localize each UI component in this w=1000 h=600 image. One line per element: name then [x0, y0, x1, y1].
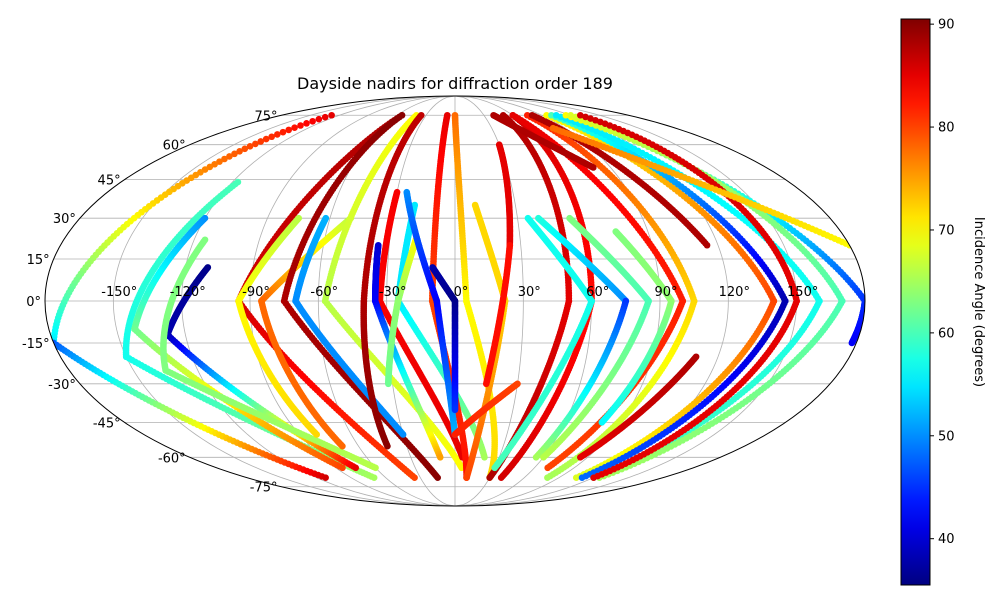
data-point	[211, 160, 218, 168]
data-point	[497, 474, 505, 481]
data-point	[328, 111, 335, 119]
data-point	[384, 442, 391, 450]
data-point	[221, 155, 228, 163]
data-point	[540, 453, 547, 461]
data-point	[463, 474, 470, 481]
data-point	[434, 474, 441, 481]
data-point	[385, 380, 392, 388]
data-point	[257, 138, 265, 145]
data-point	[268, 133, 276, 141]
map-area: -150° -120° -90° -60° -30° 0° 30° 60° 90° 120° 150…	[22, 95, 866, 507]
data-point	[352, 464, 360, 472]
data-point	[303, 120, 310, 127]
data-point	[451, 406, 459, 414]
data-point	[297, 122, 304, 129]
data-point	[241, 145, 249, 153]
data-point	[236, 148, 243, 155]
data-point	[370, 474, 378, 481]
data-point	[598, 419, 606, 426]
data-point	[481, 453, 488, 461]
data-point	[226, 153, 233, 160]
data-point	[491, 464, 499, 472]
data-point	[339, 464, 346, 472]
data-point	[436, 453, 444, 461]
data-point	[532, 453, 540, 461]
data-point	[544, 464, 551, 472]
data-point	[262, 135, 270, 143]
data-point	[291, 124, 298, 131]
data-point	[322, 474, 329, 481]
data-points	[50, 111, 865, 481]
data-point	[321, 113, 329, 121]
data-point	[309, 117, 316, 125]
data-point	[279, 128, 287, 136]
data-point	[231, 150, 238, 158]
data-point	[372, 464, 379, 472]
data-point	[274, 131, 281, 138]
data-point	[411, 474, 418, 481]
data-point	[486, 474, 493, 481]
data-point	[315, 115, 323, 123]
data-point	[285, 126, 293, 134]
data-point	[544, 474, 551, 481]
data-point	[399, 431, 407, 438]
data-point	[482, 380, 490, 388]
data-point	[246, 143, 254, 150]
data-point	[451, 431, 459, 438]
data-point	[339, 442, 346, 450]
data-point	[252, 140, 259, 148]
data-point	[216, 158, 223, 165]
chart-title: Dayside nadirs for diffraction order 189	[297, 74, 613, 93]
data-point	[313, 431, 321, 438]
